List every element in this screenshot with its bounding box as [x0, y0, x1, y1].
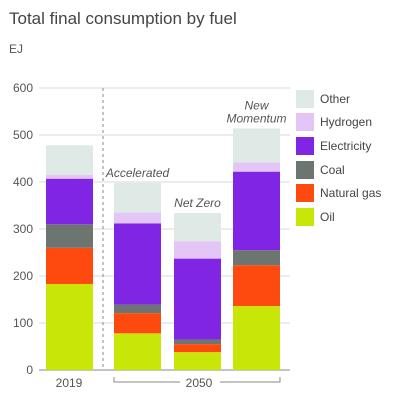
unit-label: EJ: [9, 42, 24, 56]
legend-label: Coal: [320, 162, 345, 177]
bar-segment-coal: [114, 304, 161, 314]
legend-item-electricity: Electricity: [296, 134, 381, 158]
bar-segment-oil: [46, 283, 93, 370]
bar-segment-oil: [114, 333, 161, 370]
legend-item-coal: Coal: [296, 158, 381, 182]
bar-segment-other: [114, 182, 161, 213]
legend-label: Natural gas: [320, 186, 382, 201]
legend-item-other: Other: [296, 87, 381, 111]
y-tick-label: 200: [13, 269, 33, 283]
y-tick-label: 300: [13, 222, 33, 236]
bar-segment-hydrogen: [233, 162, 280, 172]
bar-segment-other: [174, 213, 221, 242]
bar-segment-electricity: [46, 178, 93, 225]
y-tick-label: 400: [13, 175, 33, 189]
legend-label: Oil: [320, 209, 335, 224]
bar-segment-hydrogen: [174, 241, 221, 259]
bar-segment-coal: [46, 224, 93, 248]
bar-segment-natural-gas: [233, 265, 280, 307]
scenario-label: Net Zero: [174, 196, 221, 210]
legend-swatch: [296, 89, 314, 108]
scenario-label: Momentum: [226, 111, 286, 125]
legend-swatch: [296, 136, 314, 155]
bar-segment-hydrogen: [46, 174, 93, 179]
bar-segment-electricity: [174, 258, 221, 340]
x-group-label-bg: [180, 375, 220, 391]
bar-segment-hydrogen: [114, 212, 161, 224]
bar-segment-other: [46, 145, 93, 175]
scenario-label: New: [244, 98, 269, 112]
y-tick-label: 600: [13, 81, 33, 95]
bar-segment-oil: [233, 306, 280, 370]
bar-segment-oil: [174, 352, 221, 370]
y-tick-label: 500: [13, 128, 33, 142]
legend-swatch: [296, 160, 314, 179]
bar-segment-natural-gas: [114, 313, 161, 334]
y-tick-label: 100: [13, 316, 33, 330]
legend-label: Other: [320, 91, 351, 106]
bar-segment-natural-gas: [46, 247, 93, 284]
legend-swatch: [296, 184, 314, 203]
legend-swatch: [296, 113, 314, 132]
bar-segment-other: [233, 128, 280, 163]
x-group-label-2050: 2050: [186, 376, 213, 390]
legend: Other Hydrogen Electricity Coal Natural gas O…: [296, 87, 381, 229]
bar-segment-natural-gas: [174, 344, 221, 353]
legend-label: Electricity: [320, 138, 372, 153]
bar-segment-coal: [233, 250, 280, 266]
scenario-label: Accelerated: [105, 166, 170, 180]
legend-swatch: [296, 207, 314, 226]
x-group-label-2019: 2019: [56, 376, 83, 390]
legend-item-natural-gas: Natural gas: [296, 181, 381, 205]
legend-label: Hydrogen: [320, 115, 373, 130]
legend-item-oil: Oil: [296, 205, 381, 229]
bar-segment-coal: [174, 339, 221, 345]
y-tick-label: 0: [26, 363, 33, 377]
bar-segment-electricity: [114, 223, 161, 305]
bar-segment-electricity: [233, 171, 280, 251]
chart-title: Total final consumption by fuel: [9, 9, 237, 28]
legend-item-hydrogen: Hydrogen: [296, 111, 381, 135]
